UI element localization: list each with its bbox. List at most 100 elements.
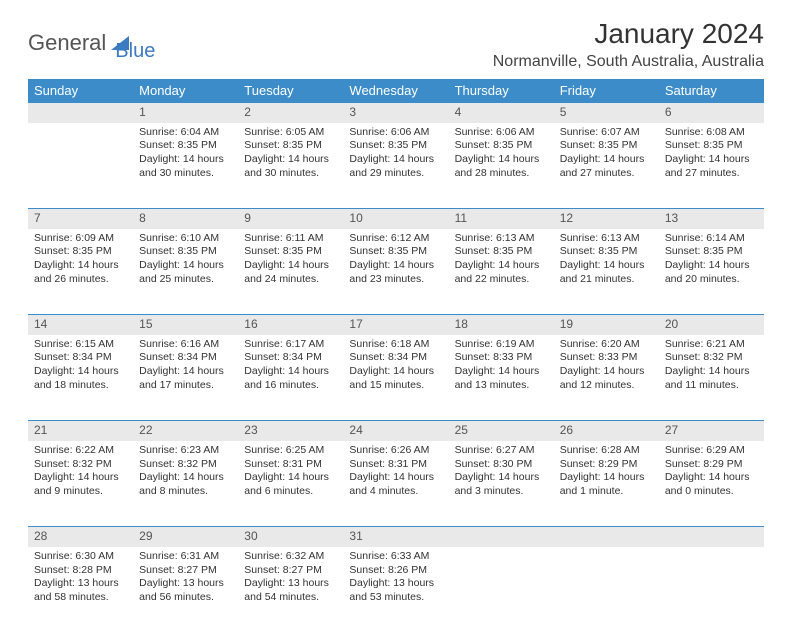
day1-text: Daylight: 14 hours [34,259,127,273]
day1-text: Daylight: 14 hours [455,153,548,167]
day-cell-content: Sunrise: 6:20 AMSunset: 8:33 PMDaylight:… [554,335,659,399]
day-number: 17 [343,315,448,335]
day-cell-content: Sunrise: 6:09 AMSunset: 8:35 PMDaylight:… [28,229,133,293]
day-cell: Sunrise: 6:22 AMSunset: 8:32 PMDaylight:… [28,441,133,527]
sunset-text: Sunset: 8:35 PM [455,245,548,259]
day-cell: Sunrise: 6:09 AMSunset: 8:35 PMDaylight:… [28,229,133,315]
content-row: Sunrise: 6:04 AMSunset: 8:35 PMDaylight:… [28,123,764,209]
weekday-header: Friday [554,79,659,103]
sunset-text: Sunset: 8:29 PM [665,458,758,472]
day-number: 11 [449,209,554,229]
sunset-text: Sunset: 8:28 PM [34,564,127,578]
day2-text: and 3 minutes. [455,485,548,499]
sunset-text: Sunset: 8:35 PM [244,245,337,259]
sunrise-text: Sunrise: 6:22 AM [34,444,127,458]
sunset-text: Sunset: 8:35 PM [665,139,758,153]
day-cell: Sunrise: 6:19 AMSunset: 8:33 PMDaylight:… [449,335,554,421]
day-cell: Sunrise: 6:25 AMSunset: 8:31 PMDaylight:… [238,441,343,527]
content-row: Sunrise: 6:30 AMSunset: 8:28 PMDaylight:… [28,547,764,633]
day1-text: Daylight: 14 hours [139,365,232,379]
day-cell: Sunrise: 6:28 AMSunset: 8:29 PMDaylight:… [554,441,659,527]
day-cell [554,547,659,633]
day-number: 9 [238,209,343,229]
sunset-text: Sunset: 8:34 PM [349,351,442,365]
day1-text: Daylight: 14 hours [455,365,548,379]
day2-text: and 27 minutes. [665,167,758,181]
weekday-header: Wednesday [343,79,448,103]
title-block: January 2024 Normanville, South Australi… [493,18,764,71]
sunset-text: Sunset: 8:35 PM [455,139,548,153]
day-number [554,527,659,547]
day-number: 6 [659,103,764,123]
sunrise-text: Sunrise: 6:09 AM [34,232,127,246]
sunrise-text: Sunrise: 6:21 AM [665,338,758,352]
day-cell: Sunrise: 6:32 AMSunset: 8:27 PMDaylight:… [238,547,343,633]
day-number: 21 [28,421,133,441]
day-cell: Sunrise: 6:12 AMSunset: 8:35 PMDaylight:… [343,229,448,315]
day1-text: Daylight: 14 hours [665,259,758,273]
day-cell-content: Sunrise: 6:30 AMSunset: 8:28 PMDaylight:… [28,547,133,611]
sunrise-text: Sunrise: 6:29 AM [665,444,758,458]
day2-text: and 11 minutes. [665,379,758,393]
day2-text: and 30 minutes. [244,167,337,181]
sunrise-text: Sunrise: 6:12 AM [349,232,442,246]
sunrise-text: Sunrise: 6:16 AM [139,338,232,352]
day2-text: and 15 minutes. [349,379,442,393]
day-number: 3 [343,103,448,123]
day-cell-content: Sunrise: 6:23 AMSunset: 8:32 PMDaylight:… [133,441,238,505]
day2-text: and 9 minutes. [34,485,127,499]
day1-text: Daylight: 14 hours [244,365,337,379]
day1-text: Daylight: 14 hours [34,365,127,379]
day-cell-content: Sunrise: 6:26 AMSunset: 8:31 PMDaylight:… [343,441,448,505]
day-cell: Sunrise: 6:10 AMSunset: 8:35 PMDaylight:… [133,229,238,315]
day-cell: Sunrise: 6:11 AMSunset: 8:35 PMDaylight:… [238,229,343,315]
day-cell-content: Sunrise: 6:18 AMSunset: 8:34 PMDaylight:… [343,335,448,399]
day1-text: Daylight: 14 hours [139,471,232,485]
day1-text: Daylight: 13 hours [139,577,232,591]
sunrise-text: Sunrise: 6:17 AM [244,338,337,352]
day-cell: Sunrise: 6:33 AMSunset: 8:26 PMDaylight:… [343,547,448,633]
day-cell-content: Sunrise: 6:15 AMSunset: 8:34 PMDaylight:… [28,335,133,399]
sunset-text: Sunset: 8:35 PM [34,245,127,259]
day-number: 8 [133,209,238,229]
day1-text: Daylight: 14 hours [139,259,232,273]
sunrise-text: Sunrise: 6:33 AM [349,550,442,564]
sunrise-text: Sunrise: 6:25 AM [244,444,337,458]
day-number: 29 [133,527,238,547]
day1-text: Daylight: 14 hours [34,471,127,485]
day-cell: Sunrise: 6:06 AMSunset: 8:35 PMDaylight:… [343,123,448,209]
sunrise-text: Sunrise: 6:08 AM [665,126,758,140]
day-cell: Sunrise: 6:04 AMSunset: 8:35 PMDaylight:… [133,123,238,209]
day-number: 1 [133,103,238,123]
day-number: 31 [343,527,448,547]
day-cell: Sunrise: 6:16 AMSunset: 8:34 PMDaylight:… [133,335,238,421]
day-cell-content: Sunrise: 6:33 AMSunset: 8:26 PMDaylight:… [343,547,448,611]
day-cell: Sunrise: 6:15 AMSunset: 8:34 PMDaylight:… [28,335,133,421]
day-number: 4 [449,103,554,123]
day-cell-content: Sunrise: 6:25 AMSunset: 8:31 PMDaylight:… [238,441,343,505]
day-cell [28,123,133,209]
location-text: Normanville, South Australia, Australia [493,53,764,71]
day-cell-content: Sunrise: 6:06 AMSunset: 8:35 PMDaylight:… [449,123,554,187]
day-cell-content: Sunrise: 6:14 AMSunset: 8:35 PMDaylight:… [659,229,764,293]
sunset-text: Sunset: 8:35 PM [139,139,232,153]
day2-text: and 28 minutes. [455,167,548,181]
day-number: 13 [659,209,764,229]
sunset-text: Sunset: 8:35 PM [560,245,653,259]
sunrise-text: Sunrise: 6:31 AM [139,550,232,564]
sunset-text: Sunset: 8:31 PM [244,458,337,472]
sunrise-text: Sunrise: 6:20 AM [560,338,653,352]
day-number: 10 [343,209,448,229]
day-cell: Sunrise: 6:08 AMSunset: 8:35 PMDaylight:… [659,123,764,209]
day1-text: Daylight: 14 hours [244,259,337,273]
day-cell: Sunrise: 6:13 AMSunset: 8:35 PMDaylight:… [449,229,554,315]
sunset-text: Sunset: 8:26 PM [349,564,442,578]
weekday-header: Sunday [28,79,133,103]
day-cell-content: Sunrise: 6:29 AMSunset: 8:29 PMDaylight:… [659,441,764,505]
day2-text: and 6 minutes. [244,485,337,499]
day1-text: Daylight: 14 hours [349,153,442,167]
sunset-text: Sunset: 8:32 PM [665,351,758,365]
day2-text: and 53 minutes. [349,591,442,605]
day-cell: Sunrise: 6:30 AMSunset: 8:28 PMDaylight:… [28,547,133,633]
day2-text: and 12 minutes. [560,379,653,393]
